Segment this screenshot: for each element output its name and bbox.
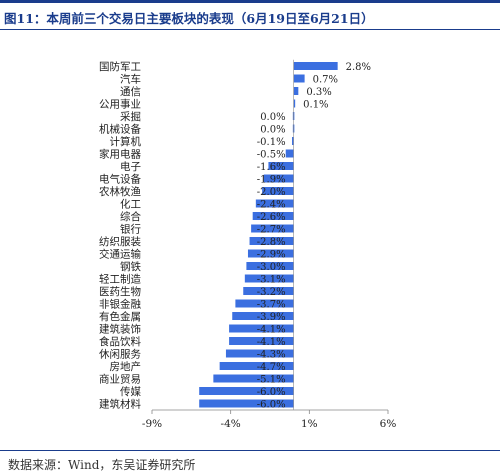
value-label: -3.7% [257, 300, 286, 311]
category-label: 汽车 [120, 73, 141, 86]
x-tick-label: 6% [380, 418, 397, 430]
value-label: -2.6% [257, 212, 286, 223]
title-bar: 图11：本周前三个交易日主要板块的表现（6月19日至6月21日） [0, 0, 500, 30]
value-label: 0.0% [260, 125, 285, 136]
bar [246, 262, 294, 270]
value-label: -2.9% [257, 250, 286, 261]
bar [262, 187, 294, 195]
bar [199, 399, 294, 408]
category-label: 钢铁 [120, 260, 141, 273]
value-label: -3.0% [257, 262, 286, 273]
category-label: 非银金融 [99, 298, 141, 311]
category-label: 机械设备 [99, 123, 141, 136]
value-label: -1.9% [257, 175, 286, 186]
bar [225, 349, 294, 358]
bar [243, 287, 294, 295]
bar [252, 212, 294, 220]
value-label: -3.9% [257, 312, 286, 323]
bar [232, 312, 294, 320]
category-label: 计算机 [110, 135, 142, 148]
value-label: -2.8% [257, 237, 286, 248]
value-label: -0.1% [257, 137, 286, 148]
category-label: 电气设备 [99, 173, 141, 186]
bar [229, 324, 294, 333]
source-divider [0, 450, 500, 451]
value-label: -4.1% [257, 325, 286, 336]
value-label: -5.1% [257, 375, 286, 386]
category-label: 综合 [120, 210, 141, 223]
category-label: 国防军工 [99, 60, 141, 73]
bar [268, 162, 294, 170]
category-label: 食品饮料 [99, 335, 141, 348]
bar [293, 62, 338, 70]
category-label: 轻工制造 [99, 273, 141, 286]
bar [293, 99, 296, 108]
value-label: -2.0% [257, 187, 286, 198]
bar [219, 362, 294, 370]
value-label: -6.0% [257, 400, 286, 411]
category-label: 通信 [120, 86, 141, 98]
bar [292, 137, 294, 145]
value-label: -4.3% [257, 350, 286, 361]
category-label: 化工 [120, 198, 141, 211]
category-label: 交通运输 [99, 248, 141, 261]
value-label: 2.8% [346, 62, 371, 73]
category-label: 传媒 [120, 385, 141, 398]
value-label: -2.7% [257, 225, 286, 236]
x-tick-label: -9% [142, 418, 162, 430]
bar [247, 249, 294, 258]
bar [235, 299, 294, 308]
category-label: 公用事业 [99, 98, 141, 111]
bar [244, 274, 294, 283]
value-label: -4.7% [257, 362, 286, 373]
category-label: 建筑装饰 [99, 323, 141, 336]
bar [213, 374, 294, 383]
bar [285, 149, 294, 158]
value-label: -6.0% [257, 387, 286, 398]
value-label: 0.7% [313, 75, 338, 86]
value-label: -2.4% [257, 200, 286, 211]
bar [263, 174, 294, 183]
category-label: 纺织服装 [99, 235, 141, 248]
bar [293, 74, 305, 83]
value-label: -4.1% [257, 337, 286, 348]
category-label: 农林牧渔 [99, 185, 141, 198]
value-label: -0.5% [257, 150, 286, 161]
category-label: 电子 [120, 160, 141, 173]
category-label: 有色金属 [99, 310, 141, 323]
bar [229, 337, 294, 345]
x-tick-label: 1% [301, 418, 318, 430]
source-note: 数据来源：Wind，东吴证券研究所 [8, 458, 196, 472]
value-label: -3.1% [257, 275, 286, 286]
bar [251, 224, 294, 233]
value-label: 0.1% [303, 100, 328, 111]
figure-title: 图11：本周前三个交易日主要板块的表现（6月19日至6月21日） [4, 11, 374, 26]
category-label: 家用电器 [99, 148, 141, 161]
x-tick-label: -4% [221, 418, 241, 430]
category-label: 银行 [120, 223, 141, 236]
category-label: 房地产 [110, 360, 142, 373]
value-label: -1.6% [257, 162, 286, 173]
bar [255, 199, 294, 208]
category-label: 采掘 [120, 110, 141, 123]
value-label: -3.2% [257, 287, 286, 298]
value-label: 0.0% [260, 112, 285, 123]
bar [199, 387, 294, 395]
category-label: 医药生物 [99, 285, 141, 298]
bar [293, 87, 299, 95]
bar-chart: 国防军工 2.8% 汽车 0.7% 通信 0.3% 公用事业 0.1% 采掘 0.0% 机械设备 0.… [99, 59, 397, 430]
bar [249, 237, 294, 245]
category-label: 建筑材料 [99, 398, 141, 411]
value-label: 0.3% [306, 87, 331, 98]
category-label: 休闲服务 [99, 348, 141, 361]
category-label: 商业贸易 [99, 373, 141, 386]
